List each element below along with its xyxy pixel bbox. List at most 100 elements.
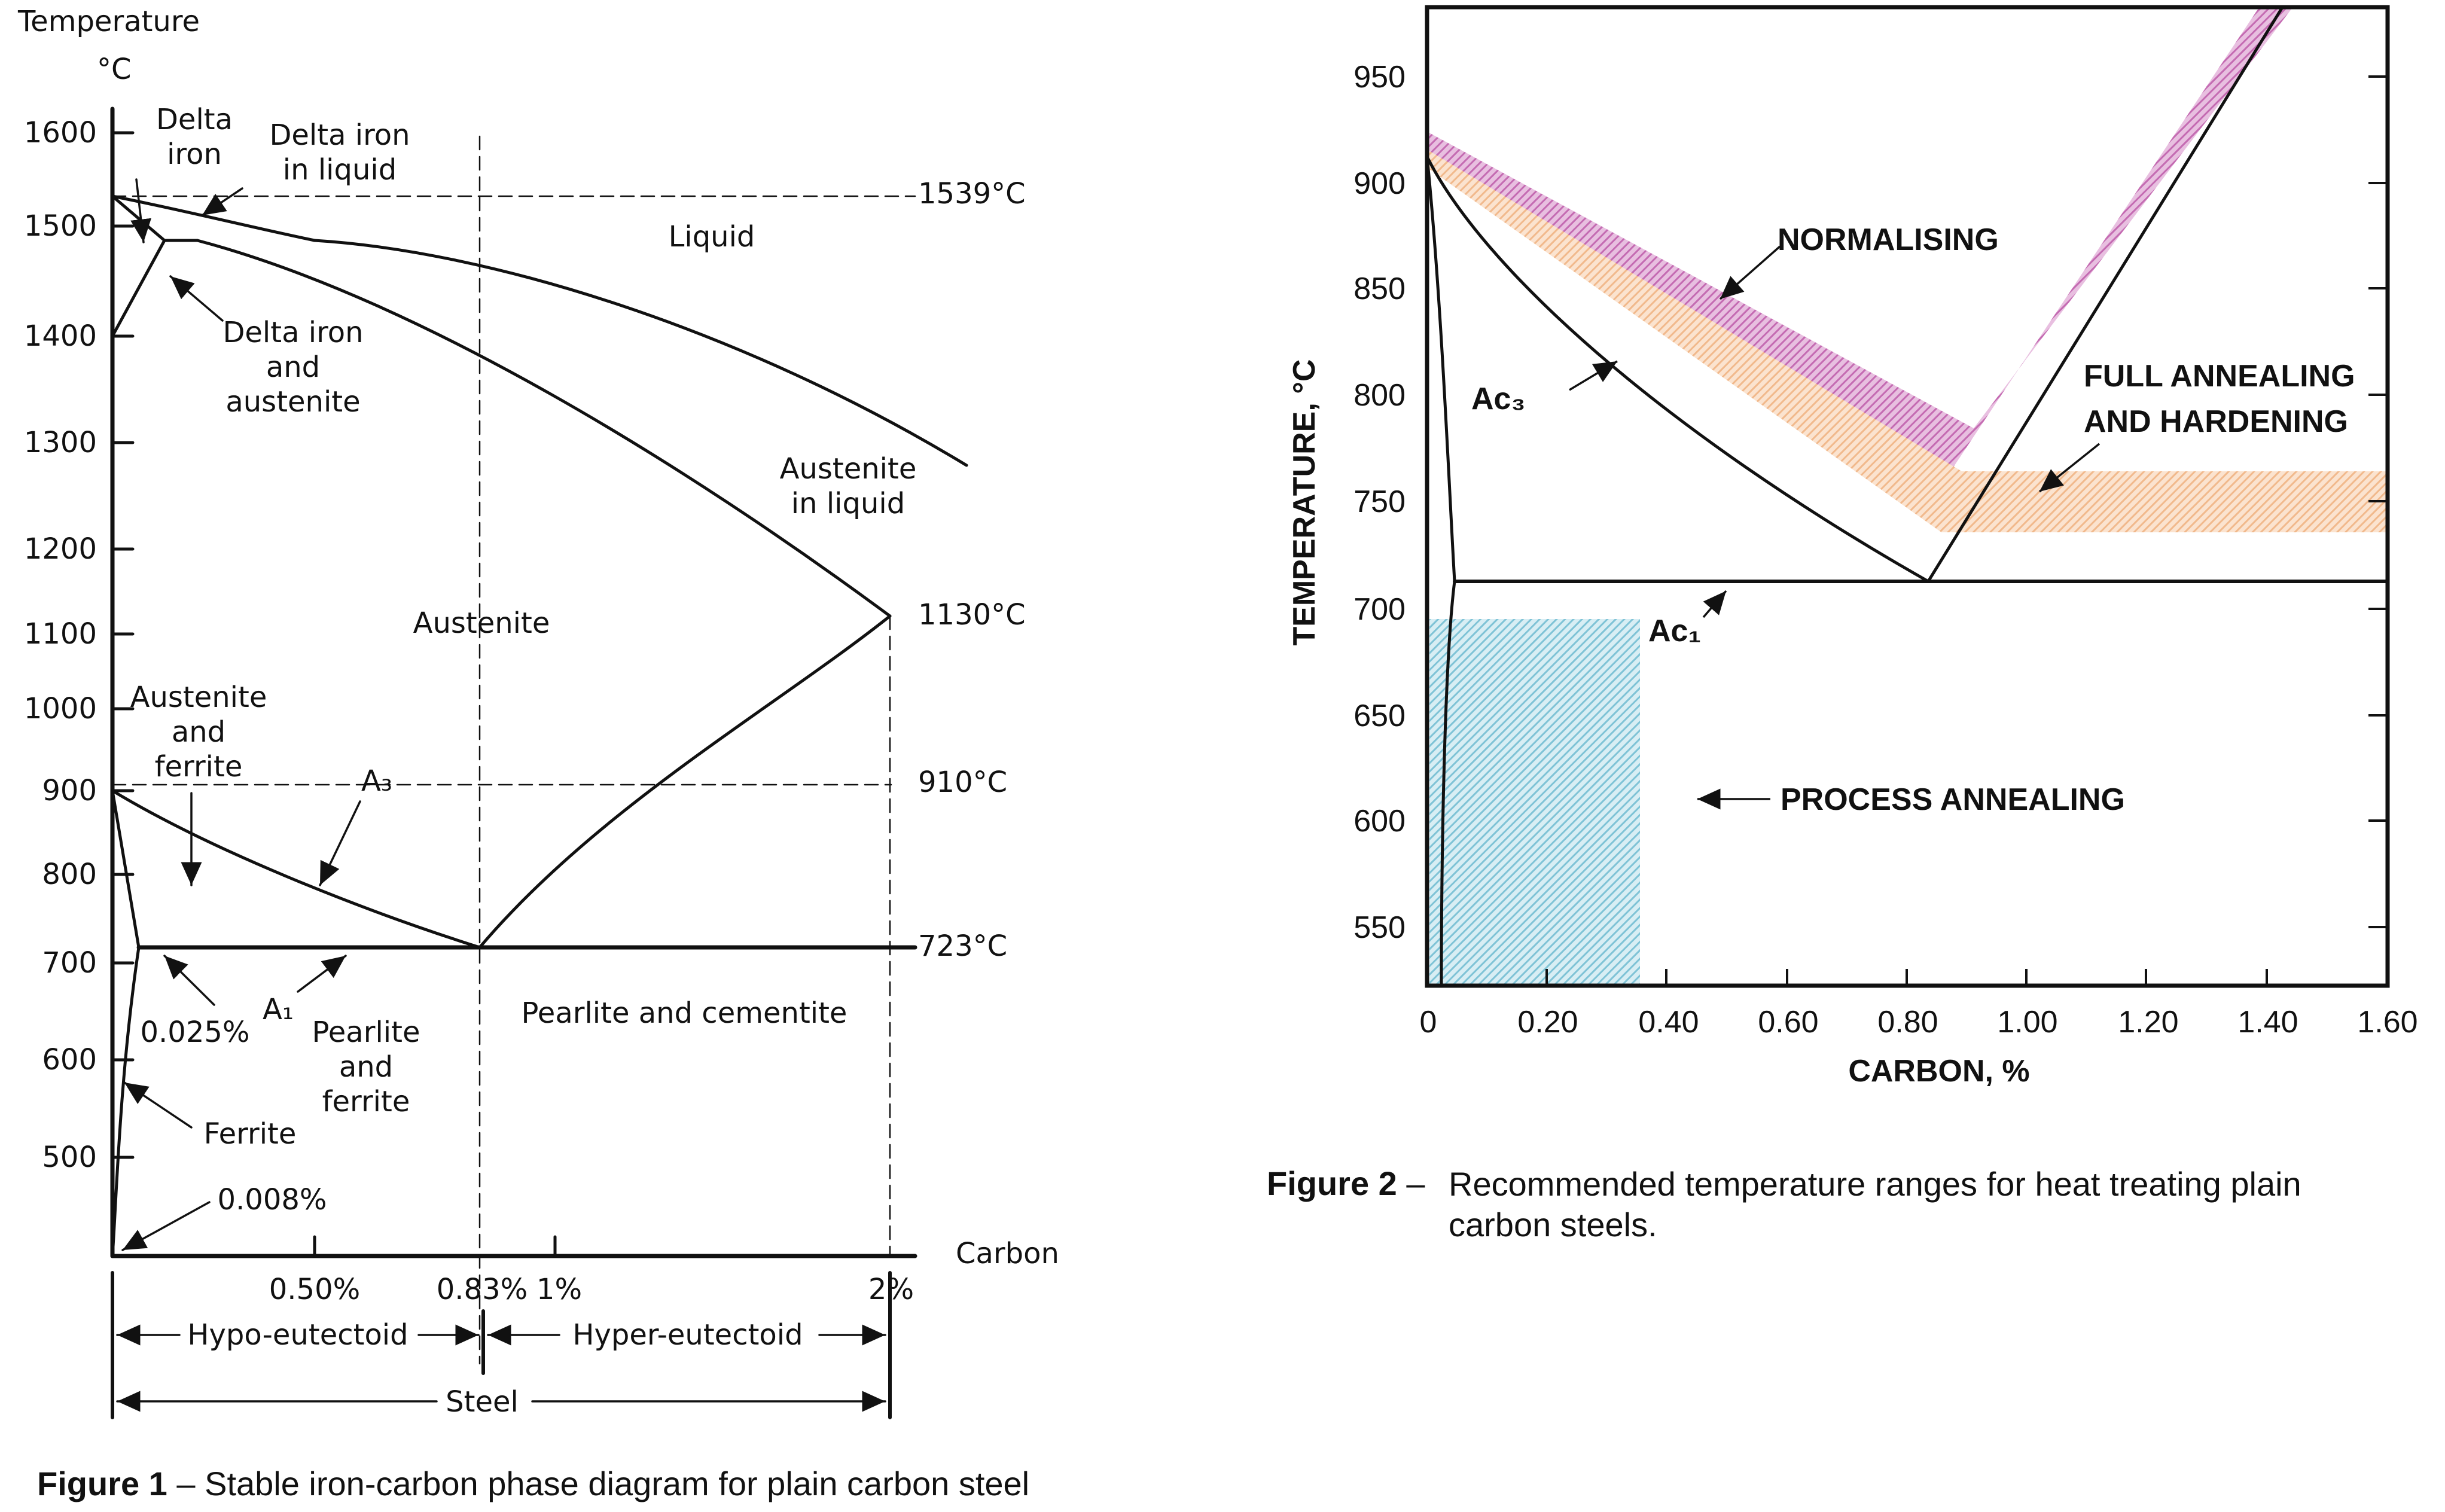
x-axis-ticks xyxy=(1545,969,2268,986)
svg-text:Delta iron: Delta iron xyxy=(222,316,363,349)
svg-text:0.20: 0.20 xyxy=(1517,1005,1578,1040)
zone-labels: NORMALISING FULL ANNEALING AND HARDENING… xyxy=(1471,222,2355,817)
svg-text:0.83%: 0.83% xyxy=(437,1273,528,1306)
svg-text:0.80: 0.80 xyxy=(1877,1005,1938,1040)
temperature-labels: 1539°C 1130°C 910°C 723°C xyxy=(918,177,1026,963)
svg-text:Ac₁: Ac₁ xyxy=(1648,614,1701,648)
svg-text:A₃: A₃ xyxy=(361,764,392,798)
svg-text:650: 650 xyxy=(1353,699,1406,733)
region-labels: Delta iron Delta iron in liquid Liquid D… xyxy=(130,103,917,1217)
figure1-caption: Figure 1 – Stable iron-carbon phase diag… xyxy=(37,1464,1029,1503)
svg-text:Delta: Delta xyxy=(156,103,233,136)
svg-text:Austenite: Austenite xyxy=(413,606,550,640)
svg-text:FULL ANNEALING: FULL ANNEALING xyxy=(2084,359,2355,394)
svg-text:750: 750 xyxy=(1353,484,1406,519)
svg-text:1500: 1500 xyxy=(24,209,97,243)
svg-text:ferrite: ferrite xyxy=(322,1085,410,1118)
svg-text:2%: 2% xyxy=(868,1273,914,1306)
svg-text:1200: 1200 xyxy=(24,532,97,566)
svg-text:1539°C: 1539°C xyxy=(918,177,1026,211)
svg-text:in liquid: in liquid xyxy=(791,487,905,520)
guide-lines xyxy=(111,135,916,1365)
svg-text:ferrite: ferrite xyxy=(155,750,243,784)
process-annealing-band xyxy=(1429,619,1640,984)
svg-text:1.40: 1.40 xyxy=(2237,1005,2298,1040)
y-axis-ticks xyxy=(2368,75,2388,928)
svg-text:and: and xyxy=(266,350,320,384)
svg-text:1.00: 1.00 xyxy=(1997,1005,2057,1040)
svg-text:550: 550 xyxy=(1353,910,1406,945)
svg-text:AND HARDENING: AND HARDENING xyxy=(2084,404,2348,439)
svg-text:600: 600 xyxy=(42,1043,97,1077)
svg-text:Hyper-eutectoid: Hyper-eutectoid xyxy=(572,1318,803,1352)
svg-text:1400: 1400 xyxy=(24,319,97,353)
svg-text:Steel: Steel xyxy=(446,1385,519,1419)
svg-text:iron: iron xyxy=(167,138,222,171)
svg-text:1130°C: 1130°C xyxy=(918,598,1026,632)
svg-text:600: 600 xyxy=(1353,804,1406,839)
svg-text:910°C: 910°C xyxy=(918,766,1007,799)
figure2-caption-text: Recommended temperature ranges for heat … xyxy=(1449,1165,2301,1243)
svg-text:850: 850 xyxy=(1353,272,1406,306)
svg-text:PROCESS ANNEALING: PROCESS ANNEALING xyxy=(1781,782,2125,817)
svg-text:950: 950 xyxy=(1353,60,1406,94)
svg-text:Ac₃: Ac₃ xyxy=(1471,382,1526,416)
y-axis-ticks xyxy=(111,131,135,1159)
figure2-caption-label-text: Figure 2 xyxy=(1267,1165,1397,1202)
svg-text:0.008%: 0.008% xyxy=(217,1183,327,1217)
figure2-caption-label: Figure 2 – xyxy=(1267,1164,1425,1203)
svg-text:Austenite: Austenite xyxy=(780,452,917,486)
svg-text:500: 500 xyxy=(42,1141,97,1174)
svg-text:0.60: 0.60 xyxy=(1758,1005,1818,1040)
y-axis-title: Temperature xyxy=(17,5,200,38)
svg-text:1%: 1% xyxy=(536,1273,582,1306)
svg-text:900: 900 xyxy=(1353,166,1406,201)
svg-text:0.50%: 0.50% xyxy=(269,1273,360,1306)
svg-text:1300: 1300 xyxy=(24,426,97,459)
svg-text:800: 800 xyxy=(1353,378,1406,413)
svg-text:in liquid: in liquid xyxy=(283,153,397,187)
svg-text:1000: 1000 xyxy=(24,692,97,725)
range-labels: Hypo-eutectoid Hyper-eutectoid Steel xyxy=(187,1318,803,1419)
svg-text:700: 700 xyxy=(42,946,97,980)
annotation-arrows xyxy=(121,178,361,1251)
critical-curves xyxy=(1425,7,2388,987)
x-tick-labels: 0 0.20 0.40 0.60 0.80 1.00 1.20 1.40 1.6… xyxy=(1420,1005,2418,1040)
svg-text:700: 700 xyxy=(1353,592,1406,627)
x-tick-labels: 0.50% 0.83% 1% 2% xyxy=(269,1273,914,1306)
normalising-band xyxy=(1427,8,2292,472)
svg-text:and: and xyxy=(339,1050,393,1084)
y-tick-labels: 1600 1500 1400 1300 1200 1100 1000 900 8… xyxy=(24,116,97,1174)
svg-text:Pearlite and cementite: Pearlite and cementite xyxy=(522,996,847,1030)
y-tick-labels: 950 900 850 800 750 700 650 600 550 xyxy=(1353,60,1406,945)
heat-treatment-ranges-chart: 950 900 850 800 750 700 650 600 550 0 0.… xyxy=(1287,5,2418,1089)
full-annealing-band xyxy=(1427,150,2386,532)
figure1-caption-text: – Stable iron-carbon phase diagram for p… xyxy=(167,1465,1030,1502)
svg-text:Pearlite: Pearlite xyxy=(312,1016,420,1049)
y-axis-title: TEMPERATURE, °C xyxy=(1287,359,1322,645)
svg-text:and: and xyxy=(172,715,225,749)
svg-text:Ferrite: Ferrite xyxy=(204,1117,297,1151)
iron-carbon-phase-diagram: Temperature °C Carbon 1600 1500 1400 130… xyxy=(17,5,1059,1419)
y-axis-unit: °C xyxy=(97,53,132,86)
svg-text:Hypo-eutectoid: Hypo-eutectoid xyxy=(187,1318,408,1352)
svg-text:NORMALISING: NORMALISING xyxy=(1778,222,1999,257)
svg-text:1.20: 1.20 xyxy=(2118,1005,2178,1040)
svg-text:austenite: austenite xyxy=(225,385,360,419)
range-arrows xyxy=(116,1324,886,1412)
svg-text:723°C: 723°C xyxy=(918,929,1007,963)
svg-text:800: 800 xyxy=(42,858,97,891)
svg-text:0.40: 0.40 xyxy=(1638,1005,1699,1040)
phase-curves xyxy=(111,194,968,1258)
figure1-caption-label: Figure 1 xyxy=(37,1465,167,1502)
svg-text:0: 0 xyxy=(1420,1005,1437,1040)
svg-text:1600: 1600 xyxy=(24,116,97,150)
svg-text:Austenite: Austenite xyxy=(130,681,267,714)
svg-text:1100: 1100 xyxy=(24,617,97,651)
svg-text:A₁: A₁ xyxy=(263,993,294,1026)
label-arrows xyxy=(1569,245,2100,810)
svg-text:Delta iron: Delta iron xyxy=(269,118,410,152)
svg-text:0.025%: 0.025% xyxy=(140,1016,249,1049)
range-indicators xyxy=(111,1271,892,1419)
svg-text:900: 900 xyxy=(42,774,97,807)
